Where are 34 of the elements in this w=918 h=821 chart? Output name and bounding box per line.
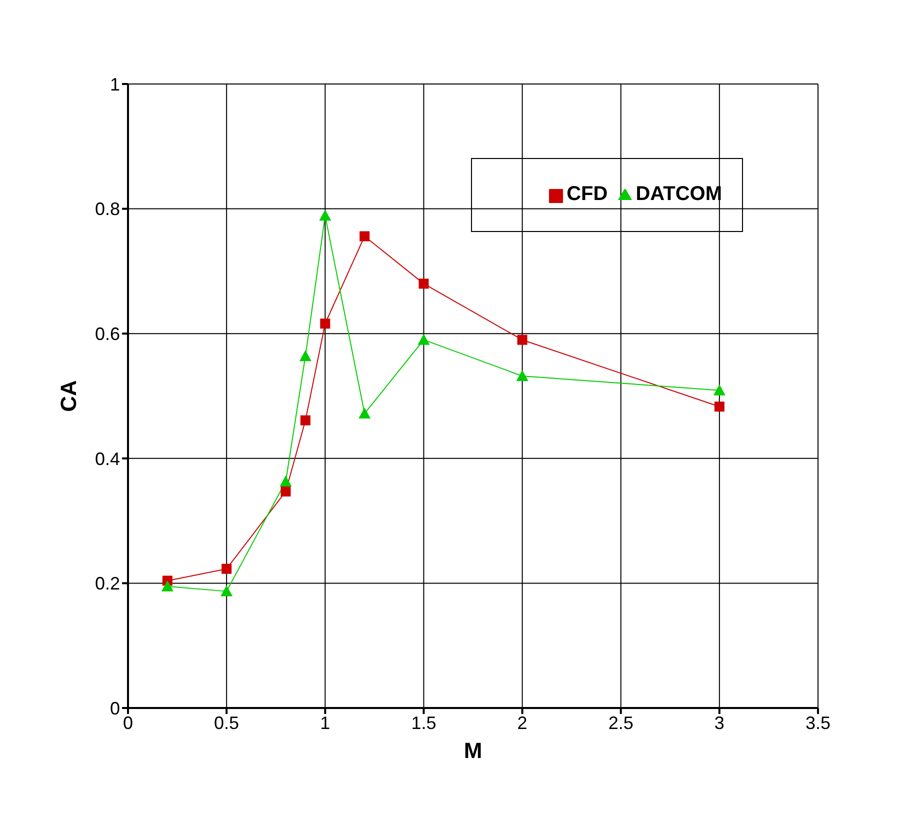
y-axis-title: CA bbox=[56, 380, 81, 412]
x-tick-label: 0.5 bbox=[214, 712, 240, 733]
point bbox=[280, 475, 292, 486]
point bbox=[358, 407, 371, 418]
y-tick-label: 0.2 bbox=[94, 574, 120, 594]
point bbox=[220, 585, 233, 596]
x-tick-label: 3 bbox=[714, 712, 724, 733]
y-tick-label: 0 bbox=[110, 698, 120, 718]
point bbox=[299, 350, 312, 362]
point bbox=[517, 334, 528, 345]
point bbox=[713, 384, 726, 396]
point bbox=[300, 415, 310, 426]
x-axis-title: M bbox=[464, 738, 482, 763]
point bbox=[360, 231, 370, 242]
point bbox=[319, 210, 332, 221]
y-tick-label: 0.4 bbox=[94, 448, 120, 469]
x-tick-label: 0 bbox=[122, 712, 134, 733]
x-tick-label: 3.5 bbox=[805, 712, 831, 733]
x-tick-label: 1 bbox=[320, 712, 330, 733]
x-tick-label: 2.5 bbox=[608, 712, 634, 733]
point bbox=[418, 278, 429, 289]
legend-label: CFD bbox=[566, 183, 608, 205]
point bbox=[714, 402, 724, 412]
point bbox=[280, 486, 291, 496]
point bbox=[516, 370, 528, 382]
point bbox=[161, 580, 174, 592]
point bbox=[320, 318, 330, 329]
y-tick-label: 1 bbox=[110, 74, 120, 94]
x-tick-label: 2 bbox=[517, 712, 528, 733]
x-tick-label: 1.5 bbox=[411, 712, 436, 733]
point bbox=[222, 564, 232, 574]
point bbox=[418, 334, 430, 345]
y-tick-label: 0.8 bbox=[94, 199, 120, 220]
y-tick-label: 0.6 bbox=[94, 324, 120, 344]
